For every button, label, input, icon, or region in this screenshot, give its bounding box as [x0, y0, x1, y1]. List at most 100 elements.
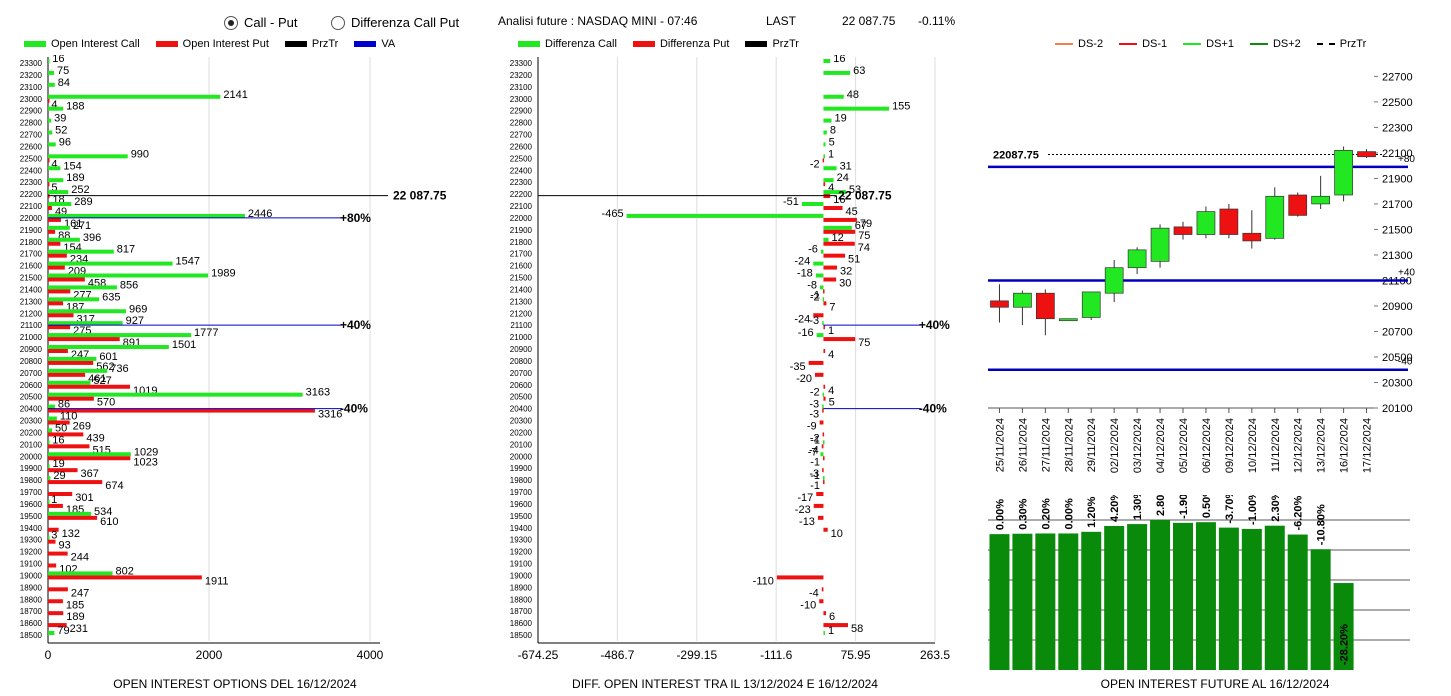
x-tick-label: 13/12/2024	[1316, 418, 1328, 473]
call-data-label: 534	[94, 506, 112, 518]
diff-call-bar	[815, 273, 824, 278]
diff-call-bar	[813, 261, 824, 266]
call-bar	[48, 106, 64, 111]
y-tick-label: 22300	[510, 178, 533, 187]
y-tick-label: 23000	[510, 95, 533, 104]
call-data-label: 817	[117, 244, 135, 256]
put-bar	[48, 229, 56, 234]
price-line-label: 22 087.75	[393, 189, 447, 203]
put-data-label: 570	[97, 397, 115, 409]
call-data-label: 84	[58, 77, 70, 89]
oi-data-label: 1.30%	[1132, 495, 1144, 520]
put-bar	[48, 98, 50, 103]
legend-left-item-open-interest-call: Open Interest Call	[24, 38, 140, 50]
legend-swatch	[745, 41, 768, 47]
diff-call-label: 8	[830, 125, 836, 137]
y-tick-label: 18500	[20, 631, 43, 640]
diff-call-label: 67	[855, 220, 867, 232]
diff-put-bar	[821, 444, 824, 449]
diff-put-label: -9	[807, 421, 817, 433]
call-data-label: 154	[63, 160, 81, 172]
diff-call-label: -18	[797, 268, 813, 280]
diff-put-bar	[822, 158, 825, 163]
y-tick-label: 21100	[20, 321, 42, 330]
legend-mid-label: PrzTr	[772, 38, 799, 50]
call-bar	[48, 571, 113, 576]
y-tick-label: 19900	[20, 464, 43, 473]
y-tick-label: 19700	[510, 488, 533, 497]
call-data-label: 1989	[211, 268, 235, 280]
call-bar	[48, 154, 128, 159]
diff-call-bar	[822, 392, 825, 397]
call-data-label: 188	[66, 101, 84, 113]
va-marker-label: -40%	[340, 402, 368, 416]
y-tick-label: 23100	[20, 83, 43, 92]
candle-body	[1058, 318, 1078, 322]
put-bar	[48, 527, 59, 532]
y-tick-label: 20000	[20, 452, 43, 461]
diff-put-bar	[823, 217, 857, 222]
y-tick-label: 21400	[510, 285, 533, 294]
call-bar	[48, 178, 64, 183]
put-bar	[48, 468, 78, 473]
call-data-label: 990	[131, 148, 149, 160]
diff-put-label: -20	[796, 373, 812, 385]
call-bar	[48, 333, 192, 338]
put-bar	[48, 432, 84, 437]
diff-put-bar	[823, 623, 849, 628]
put-data-label: 3316	[318, 409, 342, 421]
call-bar	[48, 190, 69, 195]
legend-options: Open Interest Call Open Interest Put PrzTr…	[24, 38, 405, 50]
diff-call-bar	[820, 249, 824, 254]
y-tick-label: 22000	[20, 214, 43, 223]
marker-label: -40%	[919, 402, 947, 416]
put-bar	[48, 599, 63, 604]
call-data-label: 969	[129, 303, 147, 315]
radio-differenza[interactable]: Differenza Call Put	[331, 15, 459, 30]
y-tick-label: 20100	[510, 440, 533, 449]
call-data-label: 16	[52, 55, 64, 65]
y-tick-label: 21600	[510, 262, 533, 271]
y-tick-label: 20400	[20, 405, 43, 414]
call-bar	[48, 416, 57, 421]
put-bar	[48, 265, 65, 270]
put-data-label: 5	[51, 182, 57, 194]
call-bar	[48, 345, 169, 349]
diff-put-bar	[823, 253, 846, 258]
y-tick-label: 22800	[510, 119, 533, 128]
x-tick-label: -674.25	[518, 648, 559, 662]
legend-left-item-prztr: PrzTr	[284, 38, 338, 50]
diff-call-bar	[823, 59, 831, 63]
diff-put-bar	[823, 265, 837, 270]
legend-mid-item-differenza-call: Differenza Call	[518, 38, 617, 50]
call-data-label: 52	[55, 125, 67, 137]
put-data-label: 4	[51, 158, 57, 170]
oi-data-label: 0.00%	[1063, 498, 1075, 529]
diff-put-label: 45	[845, 206, 857, 218]
x-tick-label: 11/12/2024	[1270, 418, 1282, 472]
diff-call-bar	[823, 70, 851, 75]
oi-data-label: -1.90%	[1178, 495, 1190, 519]
radio-call-put[interactable]: Call - Put	[224, 15, 297, 30]
oi-data-label: -6.20%	[1293, 495, 1305, 530]
call-data-label: 601	[99, 351, 117, 363]
diff-open-interest-chart: -674.25 -486.7 -299.15 -111.6 75.95 263.5 2330…	[510, 55, 951, 662]
y-tick-label: 22100	[1382, 148, 1413, 160]
call-data-label: 856	[120, 279, 138, 291]
call-bar	[48, 82, 55, 87]
diff-put-label: 1	[828, 325, 834, 337]
diff-put-bar	[822, 432, 825, 437]
x-tick-label: 25/11/2024	[994, 418, 1006, 472]
put-data-label: 93	[58, 540, 70, 552]
put-bar	[48, 301, 64, 306]
call-bar	[48, 237, 80, 242]
diff-put-bar	[823, 277, 837, 282]
put-data-label: 244	[71, 552, 89, 564]
diff-call-label: -6	[808, 244, 818, 256]
candle-body	[990, 300, 1009, 308]
diff-put-label: -4	[809, 444, 819, 456]
diff-call-label: -51	[783, 196, 799, 208]
diff-call-bar	[823, 142, 826, 147]
x-tick-label: 16/12/2024	[1339, 418, 1351, 473]
y-tick-label: 21700	[1382, 199, 1413, 211]
